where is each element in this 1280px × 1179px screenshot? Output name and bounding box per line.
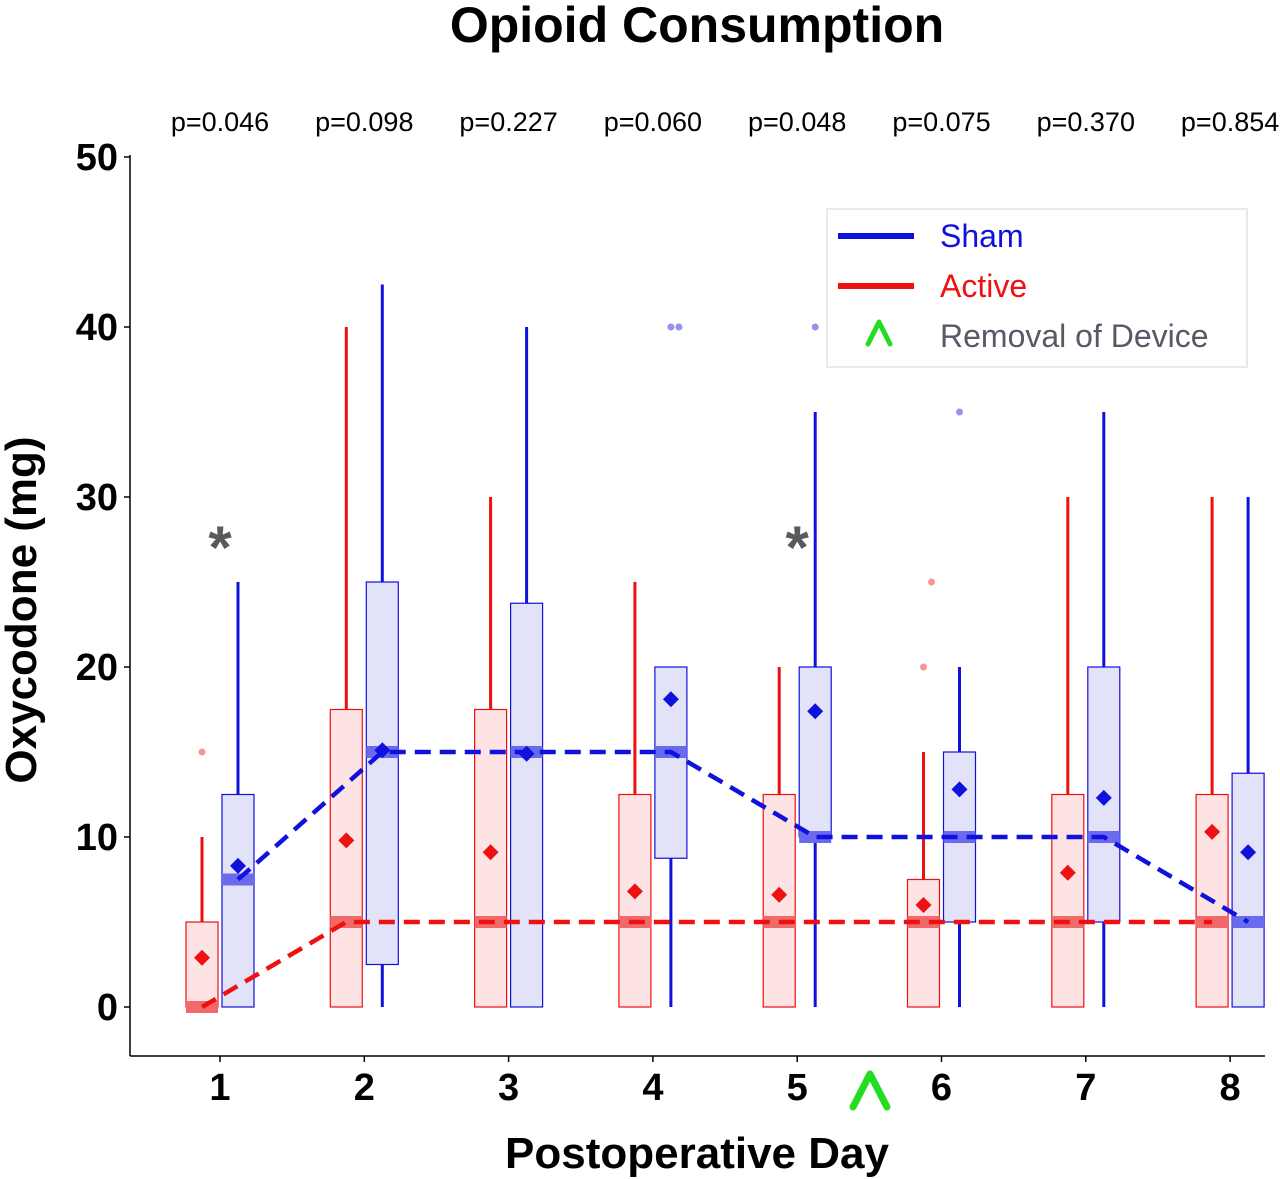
device-removal-marker [849,1070,891,1111]
active-mean-marker [771,886,788,903]
p-value-label: p=0.098 [315,107,413,137]
active-mean-marker [915,897,932,913]
p-value-label: p=0.048 [748,107,846,137]
sham-box [798,666,832,838]
y-tick-label: 30 [76,477,118,519]
active-mean-marker [1059,864,1076,881]
sham-outlier [956,408,963,416]
sham-outlier [811,323,819,331]
active-series-boxes [185,327,1229,1013]
p-value-row: p=0.046 p=0.098 p=0.227 p=0.060 p=0.048 p=0.0… [171,107,1279,137]
active-mean-marker [338,832,355,849]
p-value-label: p=0.370 [1037,107,1135,137]
p-value-label: p=0.227 [459,107,557,137]
x-tick-label: 2 [354,1067,375,1109]
y-tick-label: 20 [76,647,118,689]
sham-outlier [667,323,675,331]
active-box [1051,793,1085,1008]
sham-mean-marker [230,857,246,874]
sham-mean-marker [662,691,679,708]
y-axis-title: Oxycodone (mg) [0,436,46,783]
x-tick-label: 1 [209,1067,230,1109]
legend-sham-label: Sham [940,218,1024,254]
sham-mean-marker [1095,789,1112,806]
sham-mean-marker [1240,844,1257,861]
chart-title: Opioid Consumption [450,0,944,53]
x-tick-label: 5 [787,1067,808,1109]
legend-active-label: Active [940,268,1027,304]
active-box [329,708,363,1008]
active-mean-marker [626,883,643,900]
significance-marks: * * [208,514,809,581]
p-value-label: p=0.060 [604,107,702,137]
p-value-label: p=0.854 [1181,107,1279,137]
x-tick-label: 3 [498,1067,519,1109]
x-axis: 1 2 3 4 5 6 7 8 [209,1056,1241,1109]
sham-median-trend-line [236,749,1250,924]
active-median-trend-line [200,919,1213,1009]
p-value-label: p=0.075 [892,107,990,137]
legend-removal-label: Removal of Device [940,318,1209,354]
y-tick-label: 0 [97,987,118,1029]
active-outlier [198,748,206,756]
active-box [618,793,652,1008]
x-tick-label: 4 [642,1067,663,1109]
y-tick-label: 40 [76,307,118,349]
x-tick-label: 8 [1220,1067,1241,1109]
sham-box [510,602,544,1008]
y-tick-label: 50 [76,137,118,179]
legend-removal-marker [865,319,893,347]
sham-box [365,581,399,966]
significance-asterisk: * [208,514,232,581]
sham-box [1231,772,1265,1008]
active-outlier [920,663,927,671]
legend: Sham Active Removal of Device [826,208,1248,368]
sham-mean-marker [951,781,968,798]
y-axis: 0 10 20 30 40 50 [76,137,130,1029]
active-mean-marker [194,949,210,966]
sham-mean-marker [807,703,824,720]
active-mean-marker [1204,823,1221,840]
significance-asterisk: * [786,514,810,581]
median-trend-lines [200,749,1250,1009]
y-tick-label: 10 [76,817,118,859]
x-axis-title: Postoperative Day [505,1129,889,1178]
sham-box [221,793,255,1008]
p-value-label: p=0.046 [171,107,269,137]
x-tick-label: 6 [931,1067,952,1109]
active-outlier [928,578,935,586]
active-median-bar [907,916,940,928]
sham-median-bar [943,831,976,843]
x-tick-label: 7 [1075,1067,1096,1109]
active-mean-marker [482,844,499,861]
sham-series-boxes [221,284,1265,1008]
sham-outlier [675,323,683,331]
